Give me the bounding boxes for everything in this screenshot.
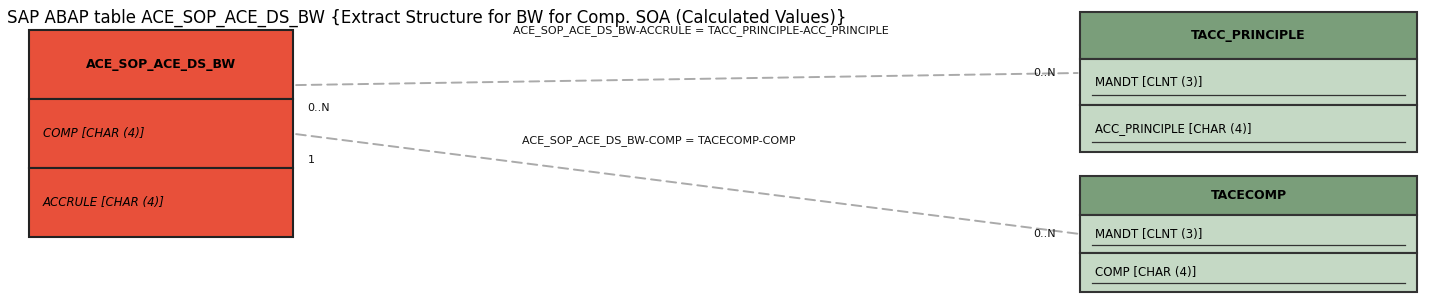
- Bar: [1080, 12, 1417, 59]
- Text: ACC_PRINCIPLE [CHAR (4)]: ACC_PRINCIPLE [CHAR (4)]: [1095, 122, 1251, 135]
- Text: SAP ABAP table ACE_SOP_ACE_DS_BW {Extract Structure for BW for Comp. SOA (Calcul: SAP ABAP table ACE_SOP_ACE_DS_BW {Extrac…: [7, 9, 847, 27]
- Bar: [1080, 105, 1417, 152]
- Bar: [1080, 215, 1417, 253]
- Text: TACC_PRINCIPLE: TACC_PRINCIPLE: [1191, 29, 1307, 42]
- Bar: [29, 168, 293, 237]
- Text: TACECOMP: TACECOMP: [1211, 189, 1286, 202]
- Text: ACCRULE [CHAR (4)]: ACCRULE [CHAR (4)]: [43, 196, 165, 209]
- Text: COMP [CHAR (4)]: COMP [CHAR (4)]: [1095, 266, 1196, 279]
- Bar: [1080, 59, 1417, 105]
- Bar: [1080, 253, 1417, 292]
- Text: MANDT [CLNT (3)]: MANDT [CLNT (3)]: [1095, 76, 1202, 88]
- Bar: [1080, 176, 1417, 215]
- Text: ACE_SOP_ACE_DS_BW-COMP = TACECOMP-COMP: ACE_SOP_ACE_DS_BW-COMP = TACECOMP-COMP: [521, 135, 796, 146]
- Text: 1: 1: [308, 155, 315, 165]
- Bar: [29, 99, 293, 168]
- Text: 0..N: 0..N: [1033, 229, 1056, 239]
- Text: 0..N: 0..N: [1033, 68, 1056, 78]
- Text: COMP [CHAR (4)]: COMP [CHAR (4)]: [43, 127, 145, 140]
- Text: MANDT [CLNT (3)]: MANDT [CLNT (3)]: [1095, 228, 1202, 240]
- Text: ACE_SOP_ACE_DS_BW: ACE_SOP_ACE_DS_BW: [86, 58, 236, 71]
- Bar: [29, 30, 293, 99]
- Text: 0..N: 0..N: [308, 103, 331, 113]
- Text: ACE_SOP_ACE_DS_BW-ACCRULE = TACC_PRINCIPLE-ACC_PRINCIPLE: ACE_SOP_ACE_DS_BW-ACCRULE = TACC_PRINCIP…: [514, 26, 889, 36]
